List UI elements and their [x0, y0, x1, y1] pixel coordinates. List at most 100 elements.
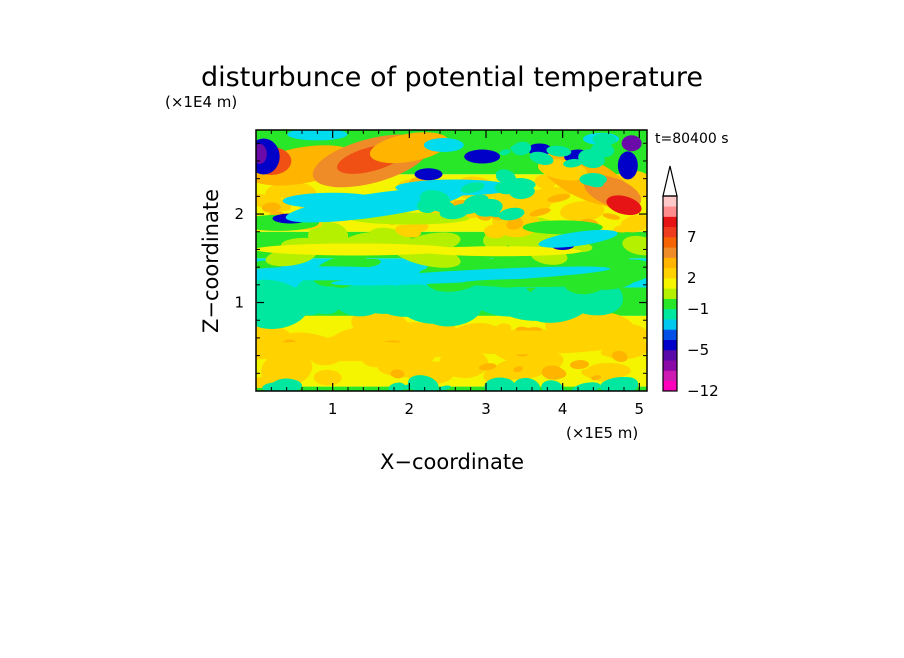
field-blob [495, 169, 515, 182]
x-tick-label: 4 [558, 400, 568, 418]
colorbar-swatch [663, 370, 677, 382]
field-blob [529, 151, 554, 165]
colorbar-swatch [663, 380, 677, 392]
field-blob [591, 375, 602, 381]
field-blob [622, 235, 647, 256]
field-blob [513, 377, 541, 391]
field-blob [586, 362, 631, 379]
field-blob [256, 243, 456, 256]
x-unit-label: (×1E5 m) [566, 424, 638, 442]
time-label: t=80400 s [655, 131, 729, 147]
field-blob [437, 385, 451, 391]
field-blob [460, 182, 485, 194]
field-blob [617, 151, 638, 180]
field-blob [399, 293, 457, 324]
field-blob [276, 286, 320, 310]
colorbar-tick-label: 7 [687, 228, 697, 246]
field-blob [406, 330, 627, 355]
field-blob [462, 279, 602, 288]
field-blob [522, 220, 603, 235]
field-blob [484, 377, 516, 391]
field-blob [395, 224, 422, 238]
field-blob [506, 217, 524, 230]
colorbar-swatch [663, 298, 677, 310]
y-axis-label: Z−coordinate [199, 189, 223, 333]
x-tick-label: 3 [481, 400, 491, 418]
colorbar: −12−5−127 [662, 165, 719, 400]
field-blob [581, 246, 633, 282]
field-blob [512, 141, 532, 156]
field-blob [421, 246, 582, 257]
field-blob [388, 382, 406, 391]
field-blob [439, 205, 468, 220]
colorbar-swatch [663, 329, 677, 340]
colorbar-tick-label: −12 [687, 382, 719, 400]
colorbar-swatch [663, 267, 677, 279]
field-blob [261, 202, 281, 213]
colorbar-swatch [663, 247, 677, 258]
colorbar-swatch [663, 237, 677, 248]
y-tick-label: 1 [234, 294, 244, 312]
field-blob [621, 135, 642, 152]
field-blob [515, 181, 532, 188]
field-blob [569, 360, 589, 370]
x-tick-label: 1 [328, 400, 338, 418]
colorbar-swatch [663, 288, 677, 299]
plot-frame [255, 129, 648, 392]
field-blob [611, 377, 639, 391]
y-axis: 12 [234, 142, 647, 374]
x-axis: 1 2 3 4 5 [270, 130, 645, 418]
field-blob [498, 207, 525, 221]
field-blob [267, 378, 300, 391]
colorbar-swatch [663, 319, 677, 330]
field-blob [563, 159, 583, 168]
field-blob [313, 369, 342, 386]
colorbar-tick-label: −5 [687, 341, 709, 359]
colorbar-swatch [663, 278, 677, 289]
field-blob [578, 149, 605, 169]
field-band [256, 386, 647, 391]
field-blob [538, 229, 618, 248]
field-blob [408, 375, 439, 391]
field-blob [559, 201, 605, 222]
y-unit-label: (×1E4 m) [165, 93, 237, 111]
x-axis-label: X−coordinate [380, 450, 524, 474]
field-blob [369, 132, 449, 164]
field-blob [282, 192, 383, 209]
colorbar-swatch [663, 196, 677, 207]
field-blob [285, 187, 464, 223]
field-blob [543, 366, 567, 379]
colorbar-tick-label: 2 [687, 269, 697, 287]
field-blob [529, 208, 551, 217]
x-tick-label: 5 [635, 400, 645, 418]
field-blob [547, 193, 571, 203]
colorbar-extend-arrow [662, 165, 678, 197]
field-blob [571, 382, 601, 391]
field-blob [620, 214, 647, 233]
field-blob [479, 363, 497, 371]
colorbar-swatch [663, 360, 677, 371]
colorbar-tick-label: −1 [687, 300, 709, 318]
field-blob [546, 145, 572, 157]
field-blob [463, 194, 489, 209]
temperature-field [256, 130, 647, 391]
field-blob [612, 350, 628, 362]
field-blob [256, 143, 267, 164]
field-blob [541, 380, 563, 391]
chart-title: disturbunce of potential temperature [201, 62, 703, 93]
field-blob [464, 149, 501, 164]
colorbar-swatch [663, 257, 677, 269]
colorbar-swatch [663, 349, 677, 361]
colorbar-swatch [663, 226, 677, 238]
field-blob [351, 308, 411, 343]
field-blob [414, 168, 443, 181]
field-blob [256, 341, 461, 362]
x-tick-label: 2 [405, 400, 415, 418]
field-blob [579, 173, 607, 186]
field-blob [330, 266, 611, 286]
field-blob [390, 369, 405, 379]
field-blob [482, 208, 502, 218]
field-blob [513, 366, 523, 373]
colorbar-swatch [663, 308, 677, 320]
